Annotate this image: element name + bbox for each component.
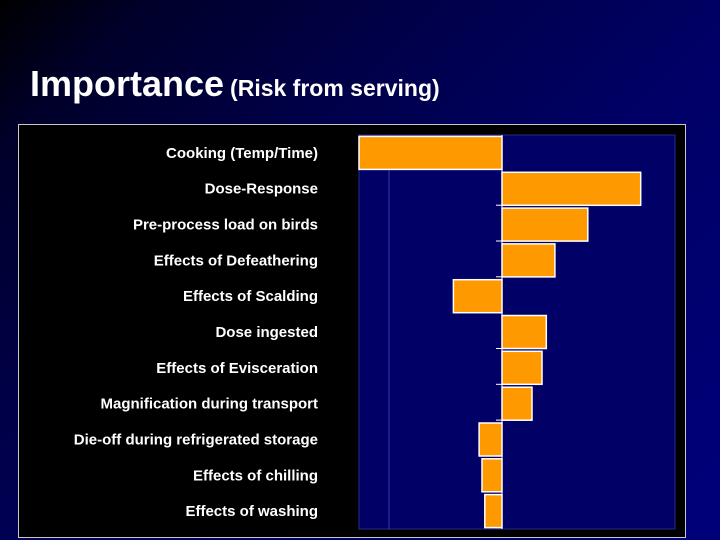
category-label-4: Effects of Defeathering bbox=[154, 252, 318, 269]
category-label-8: Magnification during transport bbox=[101, 396, 319, 413]
category-label-9: Die-off during refrigerated storage bbox=[74, 432, 318, 449]
bar-4 bbox=[501, 243, 556, 278]
category-label-11: Effects of washing bbox=[185, 503, 318, 520]
bar-7 bbox=[501, 350, 543, 386]
category-label-7: Effects of Evisceration bbox=[156, 360, 318, 377]
category-label-5: Effects of Scalding bbox=[183, 288, 318, 305]
bar-8 bbox=[501, 386, 533, 421]
bar-2 bbox=[501, 171, 642, 207]
category-label-1: Cooking (Temp/Time) bbox=[166, 145, 318, 162]
category-label-3: Pre-process load on birds bbox=[133, 217, 318, 234]
bar-11 bbox=[484, 493, 503, 529]
bar-10 bbox=[481, 458, 503, 493]
bar-5 bbox=[452, 278, 503, 314]
chart-panel: Cooking (Temp/Time) Dose-Response Pre-proc… bbox=[18, 124, 686, 538]
bar-1 bbox=[358, 135, 503, 171]
category-label-10: Effects of chilling bbox=[193, 467, 318, 484]
bar-6 bbox=[501, 314, 548, 350]
slide-title-subtitle: (Risk from serving) bbox=[230, 75, 440, 101]
tornado-chart: Cooking (Temp/Time) Dose-Response Pre-proc… bbox=[74, 134, 676, 530]
slide-title: Importance (Risk from serving) bbox=[30, 66, 440, 102]
category-label-2: Dose-Response bbox=[205, 181, 318, 198]
slide-title-main: Importance bbox=[30, 63, 225, 104]
bar-9 bbox=[478, 422, 503, 457]
category-label-6: Dose ingested bbox=[215, 324, 318, 341]
bar-3 bbox=[501, 207, 589, 242]
